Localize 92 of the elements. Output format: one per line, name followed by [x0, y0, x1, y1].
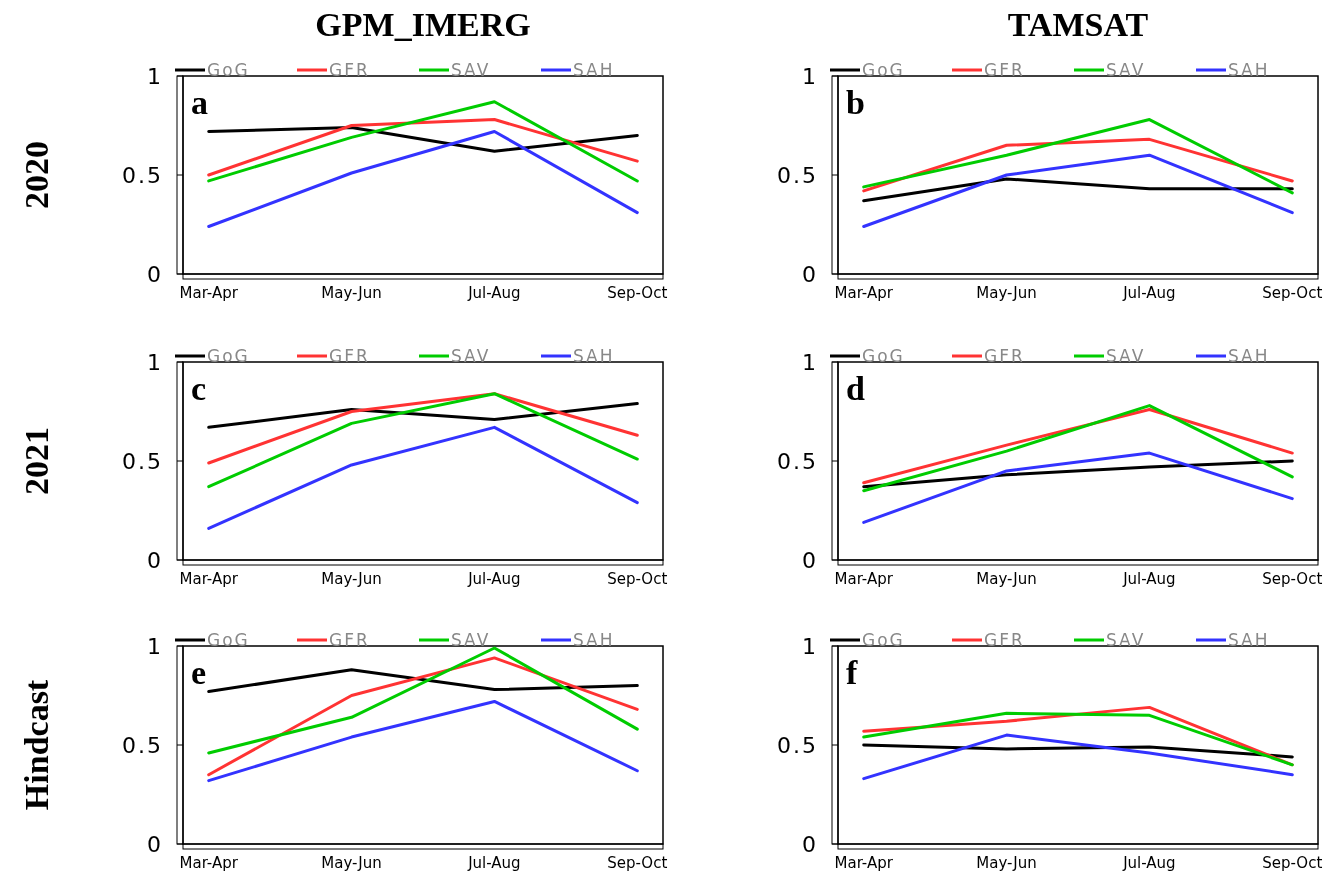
line-series [207, 118, 639, 177]
line-series [207, 125, 639, 153]
line-series [862, 153, 1294, 228]
legend-label: SAV [451, 345, 491, 366]
x-tick-label: Jul-Aug [467, 854, 521, 872]
legend-label: SAH [573, 629, 615, 650]
x-tick-label: Mar-Apr [179, 570, 239, 588]
y-tick-label: 0.5 [777, 732, 818, 758]
legend-label: GoG [862, 345, 905, 366]
x-tick-label: May-Jun [976, 854, 1037, 872]
annotation: b [846, 84, 865, 121]
x-tick-label: Jul-Aug [1122, 854, 1176, 872]
y-tick-label: 0.5 [777, 448, 818, 474]
chart-title: TAMSAT [1007, 6, 1149, 43]
y-tick-label: 1 [802, 63, 818, 89]
legend-label: SAH [1228, 59, 1270, 80]
y-tick-label: 1 [147, 633, 163, 659]
legend-label: SAH [1228, 629, 1270, 650]
legend-label: GoG [862, 629, 905, 650]
y-tick-label: 0 [802, 547, 818, 573]
legend-label: GoG [207, 59, 250, 80]
y-tick-label: 1 [802, 349, 818, 375]
x-tick-label: Mar-Apr [834, 854, 894, 872]
legend-label: GFR [329, 59, 370, 80]
legend-label: SAV [451, 59, 491, 80]
line-series [207, 402, 639, 429]
annotation: c [191, 370, 207, 407]
chart-title: GPM_IMERG [315, 6, 531, 43]
y-tick-label: 0.5 [122, 162, 163, 188]
y-tick-label: 0.5 [122, 448, 163, 474]
x-tick-label: May-Jun [321, 570, 382, 588]
x-tick-label: Sep-Oct [1262, 284, 1323, 302]
line-series [207, 668, 639, 694]
annotation: a [191, 84, 208, 121]
x-tick-label: Sep-Oct [607, 570, 668, 588]
x-tick-label: Sep-Oct [607, 854, 668, 872]
x-tick-label: May-Jun [976, 570, 1037, 588]
legend-label: SAH [573, 59, 615, 80]
y-tick-label: 0 [147, 831, 163, 857]
x-tick-label: Mar-Apr [834, 284, 894, 302]
legend-label: GoG [862, 59, 905, 80]
legend-label: GFR [984, 345, 1025, 366]
legend-label: SAH [1228, 345, 1270, 366]
line-series [207, 129, 639, 228]
y-tick-label: 0 [802, 261, 818, 287]
line-series [862, 451, 1294, 524]
x-tick-label: May-Jun [321, 284, 382, 302]
x-tick-label: Mar-Apr [179, 284, 239, 302]
y-tick-label: 0 [147, 261, 163, 287]
legend-label: SAV [451, 629, 491, 650]
x-tick-label: Jul-Aug [1122, 570, 1176, 588]
legend-label: GoG [207, 629, 250, 650]
x-tick-label: Sep-Oct [607, 284, 668, 302]
legend-label: SAV [1106, 345, 1146, 366]
x-tick-label: Mar-Apr [179, 854, 239, 872]
line-series [207, 392, 639, 465]
x-tick-label: Sep-Oct [1262, 854, 1323, 872]
y-tick-label: 0.5 [777, 162, 818, 188]
legend-label: GFR [984, 629, 1025, 650]
legend-label: GFR [329, 629, 370, 650]
x-tick-label: May-Jun [321, 854, 382, 872]
line-series [207, 425, 639, 530]
x-tick-label: Mar-Apr [834, 570, 894, 588]
legend-label: GFR [984, 59, 1025, 80]
legend-label: GFR [329, 345, 370, 366]
y-tick-label: 0.5 [122, 732, 163, 758]
line-series [207, 699, 639, 783]
x-tick-label: Jul-Aug [1122, 284, 1176, 302]
y-tick-label: 1 [802, 633, 818, 659]
line-series [862, 459, 1294, 489]
annotation: e [191, 654, 207, 691]
y-axis-title: Hindcast [18, 679, 55, 811]
line-series [862, 118, 1294, 195]
x-tick-label: May-Jun [976, 284, 1037, 302]
line-series [207, 646, 639, 755]
y-tick-label: 1 [147, 349, 163, 375]
x-tick-label: Jul-Aug [467, 284, 521, 302]
legend-label: SAV [1106, 629, 1146, 650]
y-tick-label: 1 [147, 63, 163, 89]
y-axis-title: 2020 [18, 141, 55, 209]
annotation: f [846, 654, 858, 691]
legend-label: SAV [1106, 59, 1146, 80]
x-tick-label: Sep-Oct [1262, 570, 1323, 588]
y-tick-label: 0 [147, 547, 163, 573]
y-tick-label: 0 [802, 831, 818, 857]
legend-label: SAH [573, 345, 615, 366]
legend-label: GoG [207, 345, 250, 366]
y-axis-title: 2021 [18, 427, 55, 495]
line-series [207, 392, 639, 489]
annotation: d [846, 370, 865, 407]
x-tick-label: Jul-Aug [467, 570, 521, 588]
line-series [862, 733, 1294, 781]
